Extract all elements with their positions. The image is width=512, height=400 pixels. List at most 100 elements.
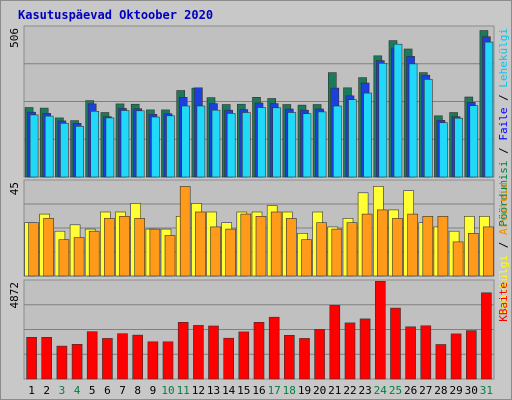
middle-bar-arvuteid bbox=[376, 209, 388, 277]
middle-bar-arvuteid bbox=[164, 235, 176, 277]
bottom-bar-kbaite bbox=[450, 333, 462, 380]
middle-bar-arvuteid bbox=[28, 222, 39, 277]
legend-separator: / bbox=[497, 141, 510, 161]
middle-bar-arvuteid bbox=[301, 239, 312, 277]
middle-bar-arvuteid bbox=[179, 186, 191, 277]
middle-bar-arvuteid bbox=[88, 230, 100, 277]
top-bar-lehek-lgi bbox=[75, 126, 84, 178]
x-tick-label: 11 bbox=[177, 384, 190, 397]
bottom-legend: KBaite bbox=[497, 282, 510, 322]
top-bar-lehek-lgi bbox=[135, 110, 145, 178]
middle-bar-arvuteid bbox=[43, 218, 55, 277]
legend-item: Pöördumisi bbox=[497, 160, 510, 226]
bottom-bar-kbaite bbox=[390, 307, 401, 380]
top-bar-lehek-lgi bbox=[408, 63, 418, 178]
top-bar-lehek-lgi bbox=[287, 112, 297, 178]
x-tick-label: 13 bbox=[207, 384, 220, 397]
bottom-bar-kbaite bbox=[177, 321, 189, 380]
x-tick-label: 29 bbox=[449, 384, 462, 397]
top-bar-lehek-lgi bbox=[317, 111, 327, 178]
middle-bar-arvuteid bbox=[255, 216, 267, 277]
x-tick-label: 22 bbox=[343, 384, 356, 397]
bottom-bar-kbaite bbox=[223, 337, 234, 380]
bottom-bar-kbaite bbox=[238, 331, 250, 380]
x-tick-label: 21 bbox=[328, 384, 341, 397]
bottom-bar-kbaite bbox=[465, 330, 477, 380]
bottom-bar-kbaite bbox=[102, 338, 113, 380]
middle-bar-arvuteid bbox=[392, 218, 403, 277]
x-tick-label: 31 bbox=[480, 384, 493, 397]
middle-bar-arvuteid bbox=[73, 237, 85, 277]
top-bar-lehek-lgi bbox=[181, 105, 190, 178]
bottom-bar-kbaite bbox=[283, 334, 295, 380]
x-tick-label: 25 bbox=[389, 384, 402, 397]
top-bar-lehek-lgi bbox=[484, 41, 494, 178]
bottom-bar-kbaite bbox=[208, 325, 219, 380]
top-max-label: 506 bbox=[8, 28, 21, 48]
bottom-bar-kbaite bbox=[329, 305, 341, 380]
bottom-max-label: 4872 bbox=[8, 282, 21, 309]
x-tick-label: 30 bbox=[465, 384, 478, 397]
top-bar-lehek-lgi bbox=[469, 105, 479, 178]
middle-bar-arvuteid bbox=[437, 216, 449, 277]
top-bar-lehek-lgi bbox=[166, 115, 175, 178]
middle-bar-arvuteid bbox=[225, 228, 236, 277]
x-tick-label: 28 bbox=[434, 384, 447, 397]
legend-item: Faile bbox=[497, 107, 510, 140]
top-bar-lehek-lgi bbox=[60, 123, 69, 178]
middle-bar-arvuteid bbox=[195, 211, 206, 277]
middle-panel: 45 Lehekülgi / Arvuteid bbox=[8, 179, 510, 314]
middle-bar-arvuteid bbox=[316, 222, 327, 277]
top-bar-lehek-lgi bbox=[378, 62, 388, 178]
legend-separator: / bbox=[497, 235, 510, 255]
top-bar-lehek-lgi bbox=[120, 110, 130, 178]
top-bar-lehek-lgi bbox=[423, 79, 433, 178]
bottom-panel: 4872 KBaite bbox=[8, 279, 510, 380]
x-tick-label: 27 bbox=[419, 384, 432, 397]
middle-max-label: 45 bbox=[8, 182, 21, 195]
top-bar-lehek-lgi bbox=[29, 114, 39, 178]
bottom-bar-kbaite bbox=[405, 326, 416, 380]
bottom-bar-kbaite bbox=[26, 336, 37, 380]
bottom-bar-kbaite bbox=[86, 331, 98, 380]
middle-bar-arvuteid bbox=[331, 228, 343, 277]
top-bar-lehek-lgi bbox=[332, 105, 342, 178]
bottom-bar-kbaite bbox=[253, 321, 265, 380]
x-tick-label: 8 bbox=[134, 384, 141, 397]
top-bar-lehek-lgi bbox=[348, 99, 357, 178]
middle-bar-arvuteid bbox=[483, 226, 494, 277]
middle-bar-arvuteid bbox=[119, 216, 130, 277]
top-bar-lehek-lgi bbox=[196, 105, 206, 178]
middle-bar-arvuteid bbox=[407, 213, 418, 277]
x-tick-label: 7 bbox=[119, 384, 126, 397]
bottom-bar-kbaite bbox=[299, 338, 310, 380]
top-bar-lehek-lgi bbox=[105, 117, 115, 178]
top-bar-lehek-lgi bbox=[454, 117, 463, 178]
top-bar-lehek-lgi bbox=[257, 107, 266, 178]
x-tick-label: 23 bbox=[358, 384, 371, 397]
middle-bar-arvuteid bbox=[361, 213, 373, 277]
top-bar-lehek-lgi bbox=[90, 111, 99, 178]
middle-bar-arvuteid bbox=[240, 213, 252, 277]
top-legend: Pöördumisi / Faile / Lehekülgi bbox=[497, 28, 510, 227]
middle-bar-arvuteid bbox=[104, 218, 115, 277]
x-tick-label: 3 bbox=[59, 384, 66, 397]
top-bar-lehek-lgi bbox=[151, 116, 160, 178]
legend-item: Arvuteid bbox=[497, 182, 510, 235]
chart-title: Kasutuspäevad Oktoober 2020 bbox=[18, 8, 213, 22]
x-tick-label: 18 bbox=[283, 384, 296, 397]
middle-bar-arvuteid bbox=[285, 218, 297, 277]
x-tick-label: 10 bbox=[161, 384, 174, 397]
bottom-bar-kbaite bbox=[162, 341, 174, 380]
bottom-bar-kbaite bbox=[481, 292, 492, 380]
middle-bar-arvuteid bbox=[134, 218, 145, 277]
x-tick-label: 6 bbox=[104, 384, 111, 397]
x-axis-labels: 1 2 3 4 5 6 7 8 9 10 11 12 13 14 15 16 17 18 19 20 21 22 23 24 2… bbox=[28, 384, 493, 397]
middle-legend: Lehekülgi / Arvuteid bbox=[497, 182, 510, 314]
bottom-bar-kbaite bbox=[117, 333, 128, 380]
bottom-bar-kbaite bbox=[41, 336, 53, 380]
top-bar-lehek-lgi bbox=[393, 43, 403, 178]
x-tick-label: 4 bbox=[74, 384, 81, 397]
x-tick-label: 5 bbox=[89, 384, 96, 397]
